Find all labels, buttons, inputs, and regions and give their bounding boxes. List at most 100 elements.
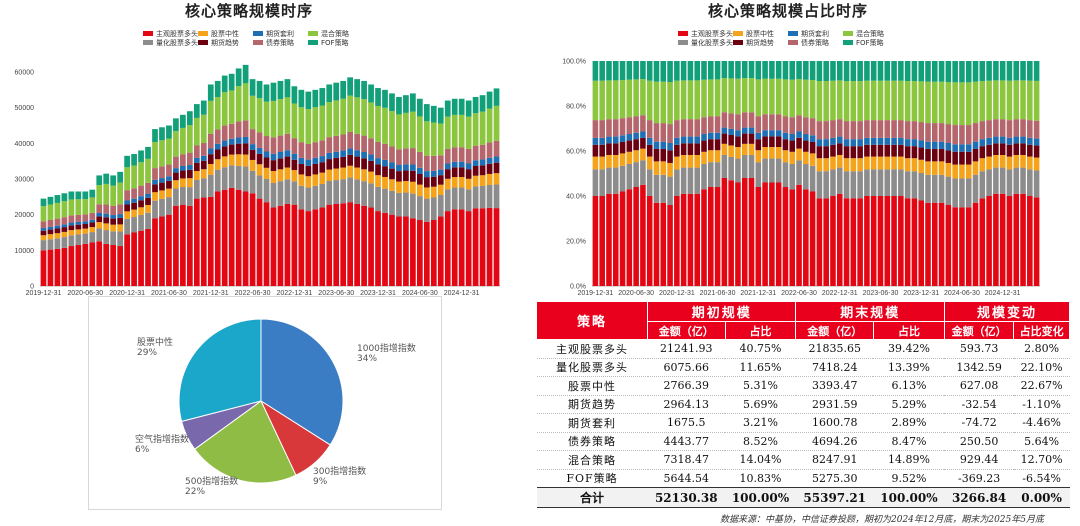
bar-segment [298,157,305,164]
bar-segment [687,61,694,81]
y-tick-label: 40.0% [566,194,586,201]
bar-segment [979,171,986,199]
bar-segment [40,228,47,231]
bar-segment [775,158,782,183]
bar-segment [674,61,680,81]
bar-segment [1013,119,1020,137]
bar-segment [870,156,877,170]
bar-segment [748,178,755,286]
bar-segment [465,189,472,212]
bar-segment [735,130,741,137]
bar-segment [75,221,82,225]
bar-segment [40,240,47,251]
bar-segment [708,187,714,286]
bar-segment [1020,143,1026,155]
table-cell: -6.54% [1013,469,1070,488]
bar-segment [646,80,653,121]
bar-segment [701,117,707,135]
bar-segment [796,160,802,185]
bar-segment [256,198,263,286]
bar-segment [619,191,626,286]
bar-segment [68,235,75,247]
bar-segment [180,114,186,128]
bar-segment [680,154,687,168]
bar-segment [932,148,938,162]
bar-segment [708,132,714,140]
pie-slice-label: 空气指增指数 [135,433,189,445]
bar-segment [911,81,918,122]
bar-segment [891,120,897,138]
bar-segment [714,187,721,286]
bar-segment [396,114,402,150]
bar-segment [207,84,214,101]
bar-segment [816,198,823,286]
bar-segment [694,167,700,194]
bar-segment [110,231,117,245]
bar-segment [938,141,945,149]
bar-segment [1027,156,1033,170]
bar-segment [249,170,256,194]
bar-segment [993,143,999,155]
bar-segment [47,204,54,220]
table-row: 主观股票多头 21241.93 40.75% 21835.65 39.42% 593.73… [536,339,1070,359]
legend-swatch [788,31,798,36]
bar-segment [423,177,430,188]
bar-segment [857,171,863,199]
bar-segment [932,123,938,142]
bar-segment [82,224,89,229]
bar-segment [816,61,823,82]
bar-segment [850,158,857,172]
bar-segment [816,158,823,172]
bar-segment [959,144,965,152]
bar-segment [207,154,214,165]
bar-segment [312,209,319,286]
bar-segment [214,169,221,192]
bar-segment [458,177,465,188]
bar-segment [40,221,47,229]
bar-segment [193,162,200,172]
bar-segment [674,156,680,170]
bar-segment [312,185,319,210]
bar-segment [836,193,843,286]
bar-segment [166,138,172,165]
bar-segment [592,196,599,286]
bar-segment [823,61,829,82]
bar-segment [368,84,374,103]
bar-segment [249,144,256,150]
bar-segment [124,211,130,219]
bar-segment [701,61,707,80]
table-cell: 14.04% [725,450,796,470]
bar-segment [416,220,423,286]
legend-label: FOF策略 [321,38,349,47]
table-cell: -1.10% [1013,395,1070,414]
bar-segment [1027,144,1033,157]
bar-segment [396,164,402,172]
bar-segment [298,209,305,286]
bar-segment [89,219,96,223]
bar-segment [117,224,124,232]
bar-segment [891,196,897,286]
bar-segment [857,121,863,140]
bar-segment [701,79,707,118]
bar-segment [674,196,680,286]
bar-segment [1013,61,1020,81]
bar-segment [479,175,486,186]
bar-segment [368,160,374,172]
bar-segment [843,61,850,82]
table-row: 期货趋势 2964.13 5.69% 2931.59 5.29% -32.54 -1.10% [536,395,1070,414]
y-tick-label: 40000 [15,141,35,148]
bar-segment [932,81,938,124]
bar-segment [54,248,61,286]
sub-header-share: 占比 [724,321,797,340]
bar-segment [836,119,843,137]
bar-segment [173,188,179,206]
bar-segment [472,145,479,161]
bar-segment [877,169,884,196]
bar-segment [382,176,388,189]
bar-segment [959,178,965,208]
bar-segment [270,171,277,183]
bar-segment [1006,137,1013,145]
bar-segment [423,187,430,199]
bar-segment [68,222,75,226]
bar-segment [444,148,451,164]
